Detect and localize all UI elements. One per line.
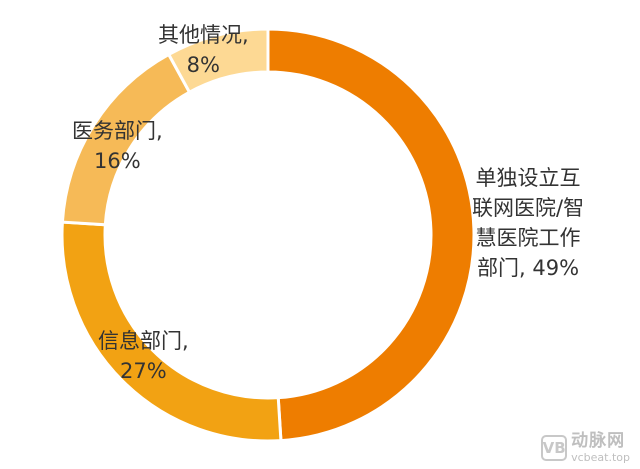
slice-label-line: 医务部门, <box>72 119 163 143</box>
slice-label-medical-affairs: 医务部门, 16% <box>72 116 163 176</box>
slice-label-line: 联网医院/智 <box>472 196 585 220</box>
donut-slice-3 <box>166 27 270 95</box>
donut-slice-0 <box>266 27 476 443</box>
slice-label-line: 16% <box>94 149 141 173</box>
slice-label-line: 慧医院工作 <box>475 226 581 250</box>
watermark-name: 动脉网 <box>571 431 626 451</box>
slice-label-other: 其他情况, 8% <box>158 20 249 80</box>
slice-label-line: 27% <box>120 359 167 383</box>
slice-label-line: 信息部门, <box>98 329 189 353</box>
slice-label-it-department: 信息部门, 27% <box>98 326 189 386</box>
slice-label-own-department: 单独设立互 联网医院/智 慧医院工作 部门, 49% <box>472 163 584 283</box>
slice-label-line: 8% <box>186 53 220 77</box>
watermark-logo: VB <box>541 435 568 461</box>
slice-label-line: 部门, 49% <box>477 256 580 280</box>
slice-label-line: 单独设立互 <box>475 166 581 190</box>
watermark: VB 动脉网 vcbeat.top <box>541 431 630 465</box>
slice-label-line: 其他情况, <box>158 23 249 47</box>
watermark-url: vcbeat.top <box>571 451 630 464</box>
